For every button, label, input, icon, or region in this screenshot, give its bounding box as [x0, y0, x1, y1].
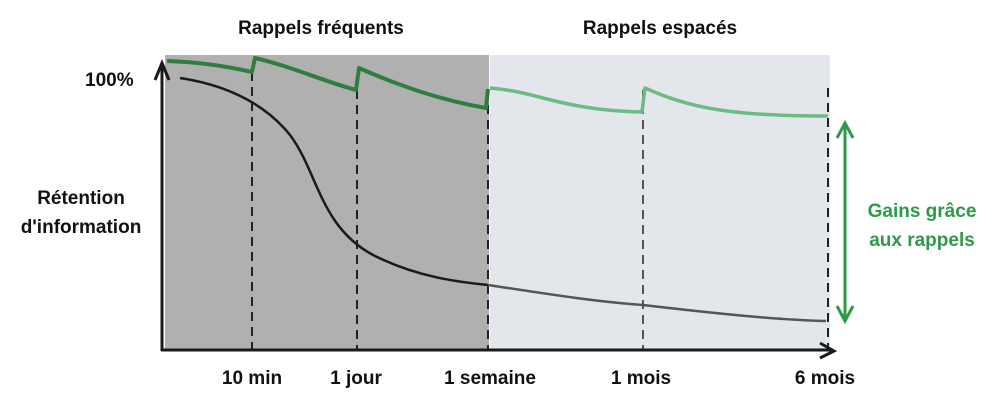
gain-label-line1: Gains grâce [867, 201, 977, 222]
retention-with-reminders-frequent [166, 56, 490, 110]
frequent-region [165, 55, 489, 350]
y-axis-arrow-icon [153, 59, 171, 81]
x-tick: 6 mois [794, 368, 856, 389]
forgetting-curve [179, 76, 489, 287]
x-tick: 1 semaine [444, 368, 536, 389]
gain-arrow-up-icon [835, 119, 855, 139]
gain-arrow-down-icon [835, 305, 855, 325]
header-frequent: Rappels fréquents [238, 18, 404, 39]
header-spaced: Rappels espacés [582, 18, 738, 39]
x-tick: 1 mois [610, 368, 672, 389]
y-label-line1: Rétention [37, 188, 125, 209]
x-tick: 10 min [221, 368, 283, 389]
x-tick: 1 jour [330, 368, 382, 389]
retention-with-reminders-spaced [489, 86, 829, 118]
spaced-region [490, 55, 830, 350]
gain-label-line2: aux rappels [869, 230, 975, 251]
forgetting-curve-late [487, 283, 827, 323]
x-axis-arrow-icon [819, 341, 838, 360]
y-top-label: 100% [85, 70, 134, 91]
reminder-lines [251, 72, 829, 350]
y-label-line2: d'information [20, 217, 142, 238]
